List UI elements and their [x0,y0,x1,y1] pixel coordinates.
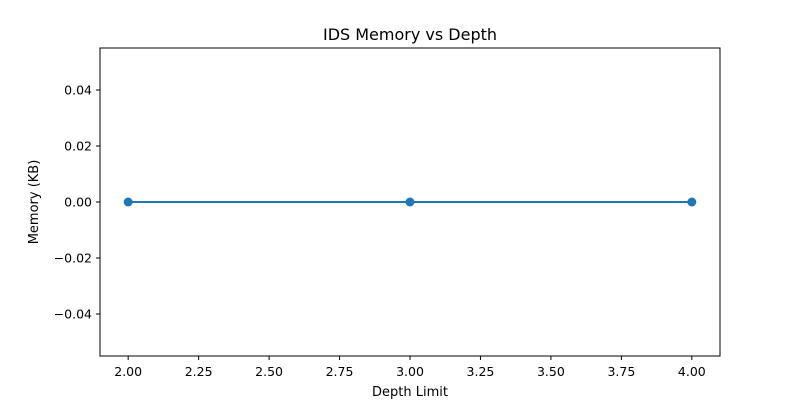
y-tick-label: −0.02 [54,251,92,266]
x-tick-label: 3.75 [607,364,635,379]
y-tick-label: −0.04 [54,307,92,322]
y-tick-label: 0.04 [64,83,92,98]
x-tick-label: 2.75 [326,364,354,379]
x-tick-label: 4.00 [678,364,706,379]
x-tick-label: 2.50 [255,364,283,379]
chart-title: IDS Memory vs Depth [323,25,497,44]
data-point [123,197,133,207]
plot-area: 2.00 2.25 2.50 2.75 3.00 3.25 3.50 3.75 4.00 −0.0… [54,47,721,379]
x-tick-label: 3.00 [396,364,424,379]
x-tick-label: 3.25 [467,364,495,379]
x-tick-label: 2.25 [185,364,213,379]
y-tick-label: 0.02 [64,139,92,154]
y-axis-label: Memory (KB) [27,160,42,245]
data-point [405,197,415,207]
y-tick-label: 0.00 [64,195,92,210]
x-axis-label: Depth Limit [372,385,448,400]
data-point [687,197,697,207]
x-tick-label: 3.50 [537,364,565,379]
x-tick-label: 2.00 [114,364,142,379]
